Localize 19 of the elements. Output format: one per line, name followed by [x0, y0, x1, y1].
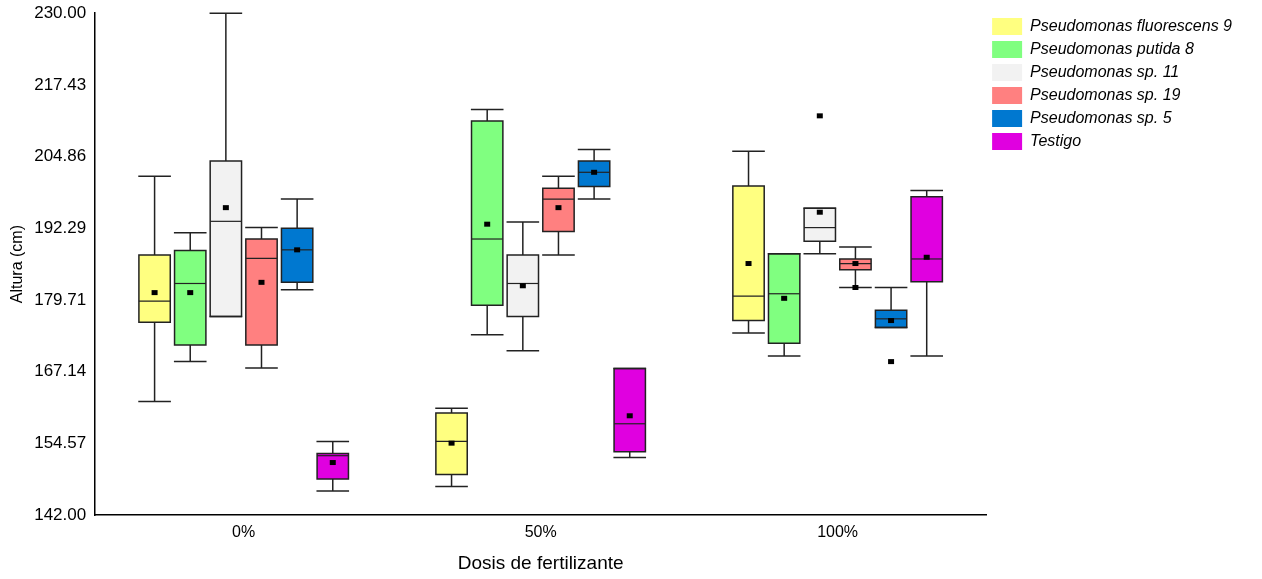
y-tick-label: 192.29: [34, 217, 87, 237]
legend-label: Testigo: [1030, 131, 1082, 149]
legend-label: Pseudomonas sp. 11: [1030, 62, 1180, 80]
y-tick-label: 167.14: [34, 361, 87, 381]
y-tick-label: 204.86: [34, 146, 87, 166]
legend-label: Pseudomonas sp. 5: [1030, 108, 1172, 126]
y-tick-label: 217.43: [34, 74, 87, 94]
y-tick-label: 142.00: [34, 504, 87, 524]
legend-label: Pseudomonas sp. 19: [1030, 85, 1181, 103]
x-tick-label: 50%: [524, 523, 557, 541]
y-tick-label: 179.71: [34, 289, 87, 309]
x-tick-label: 100%: [817, 523, 859, 541]
legend-label: Pseudomonas putida 8: [1030, 39, 1194, 57]
x-tick-label: 0%: [232, 523, 256, 541]
y-tick-label: 230.00: [34, 2, 87, 22]
legend-label: Pseudomonas fluorescens 9: [1030, 16, 1233, 34]
x-axis-title: Dosis de fertilizante: [457, 551, 624, 573]
y-axis-title: Altura (cm): [8, 224, 26, 304]
y-tick-label: 154.57: [34, 433, 87, 453]
